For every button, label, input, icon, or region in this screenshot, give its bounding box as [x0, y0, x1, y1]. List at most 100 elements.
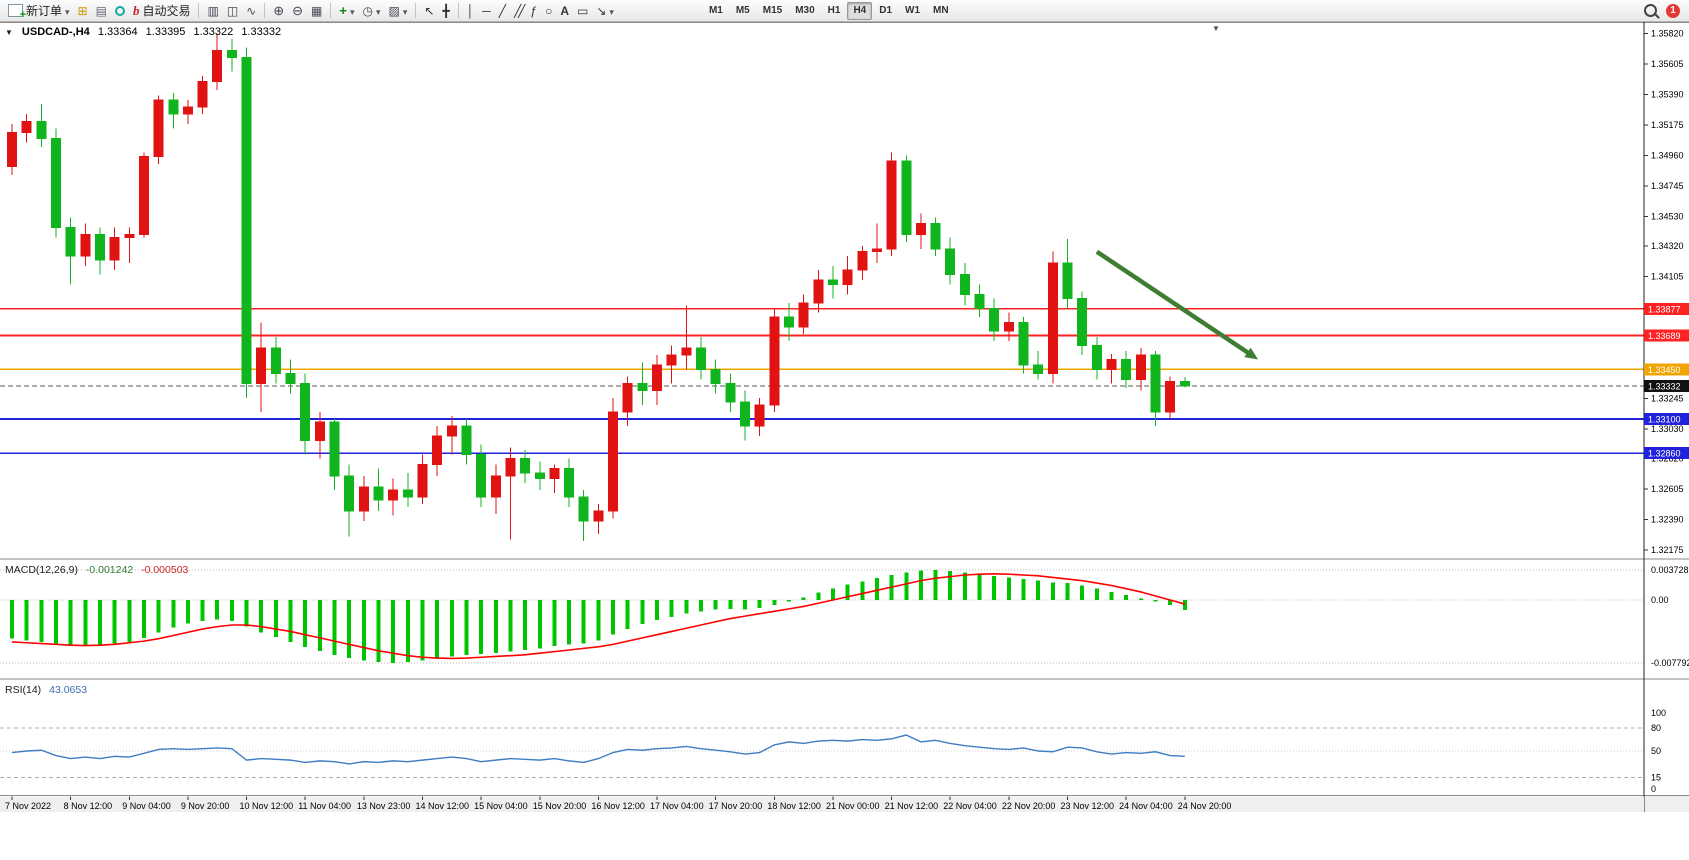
- toolbar-separator: [457, 3, 459, 18]
- time-axis-label: 21 Nov 12:00: [885, 801, 939, 811]
- tile-windows-button[interactable]: [307, 1, 326, 21]
- candle-body: [520, 458, 531, 474]
- candle-body: [989, 307, 1000, 332]
- autotrade-icon: [133, 4, 140, 17]
- candle-body: [798, 302, 809, 328]
- crosshair-tool-button[interactable]: [438, 1, 453, 21]
- rsi-line: [11, 734, 1185, 765]
- new-order-button[interactable]: 新订单: [4, 1, 74, 21]
- timeframe-button-W1[interactable]: W1: [905, 4, 921, 16]
- fibonacci-tool-button[interactable]: [526, 1, 541, 21]
- line-chart-mode-button[interactable]: [242, 1, 260, 21]
- candle-body: [138, 156, 149, 236]
- candle-body: [432, 435, 443, 465]
- price-tick-label: 1.34745: [1651, 181, 1684, 191]
- horizontal-line-icon: [482, 5, 491, 17]
- price-tick-label: 1.34960: [1651, 150, 1684, 160]
- candle-body: [461, 425, 472, 455]
- candle-body: [80, 234, 91, 257]
- candle-body: [1003, 322, 1014, 332]
- timeframe-button-MN[interactable]: MN: [933, 4, 949, 16]
- candlestick-chart-icon: [227, 5, 238, 17]
- time-axis-label: 9 Nov 04:00: [122, 801, 171, 811]
- candle-body: [402, 489, 413, 498]
- trend-arrow-annotation[interactable]: [1095, 249, 1253, 357]
- time-axis-label: 18 Nov 12:00: [767, 801, 821, 811]
- price-tick-label: 1.32390: [1651, 515, 1684, 525]
- resistance-line-1-badge: [1644, 302, 1689, 315]
- time-axis-label: 22 Nov 20:00: [1002, 801, 1056, 811]
- candle-body: [827, 279, 838, 285]
- candle-body: [226, 49, 237, 58]
- timeframe-button-D1[interactable]: D1: [879, 4, 893, 16]
- templates-button[interactable]: [385, 1, 412, 21]
- cursor-tool-button[interactable]: [420, 1, 438, 21]
- rsi-axis-label: 15: [1651, 773, 1661, 783]
- candle-body: [153, 99, 164, 158]
- candle-body: [959, 273, 970, 295]
- text-tool-button[interactable]: [556, 1, 573, 21]
- autotrade-label: 自动交易: [142, 4, 191, 18]
- cursor-icon: [424, 5, 434, 17]
- charts-window-button[interactable]: [74, 1, 92, 21]
- periods-button[interactable]: [359, 1, 385, 21]
- price-tick-label: 1.34320: [1651, 241, 1684, 251]
- timeframe-button-M15[interactable]: M15: [762, 4, 783, 16]
- candle-body: [373, 486, 384, 501]
- candle-body: [1150, 354, 1161, 413]
- timeframe-toolbar: M1 M5 M15 M30 H1 H4 D1 W1 MN: [703, 1, 955, 20]
- candle-chart-mode-button[interactable]: [223, 1, 242, 21]
- channel-tool-button[interactable]: [510, 1, 526, 21]
- horizontal-line-tool-button[interactable]: [478, 1, 495, 21]
- notification-badge[interactable]: 1: [1666, 3, 1680, 18]
- pivot-line-badge-label: 1.33450: [1648, 365, 1681, 375]
- info-button[interactable]: [111, 1, 129, 21]
- candle-body: [446, 425, 457, 437]
- zoom-out-button[interactable]: [288, 1, 307, 21]
- price-tick-label: 1.32175: [1651, 545, 1684, 555]
- indicators-button[interactable]: [335, 1, 358, 21]
- candle-body: [710, 368, 721, 385]
- timeframe-button-M30[interactable]: M30: [795, 4, 815, 16]
- timeframe-button-H1[interactable]: H1: [827, 4, 841, 16]
- candle-body: [564, 468, 575, 498]
- candle-body: [666, 354, 677, 366]
- arrows-tool-button[interactable]: [592, 1, 618, 21]
- candle-body: [725, 383, 736, 403]
- print-button[interactable]: [92, 1, 111, 21]
- candle-body: [886, 160, 897, 250]
- candle-body: [109, 237, 120, 261]
- bar-chart-icon: [207, 5, 218, 17]
- trendline-tool-button[interactable]: [495, 1, 510, 21]
- template-icon: [389, 5, 400, 17]
- timeframe-button-H4[interactable]: H4: [847, 1, 873, 20]
- time-axis-label: 23 Nov 12:00: [1061, 801, 1115, 811]
- candle-body: [637, 383, 648, 392]
- timeframe-button-M5[interactable]: M5: [735, 4, 750, 16]
- candle-body: [1047, 262, 1058, 375]
- resistance-line-2-badge: [1644, 329, 1689, 342]
- vertical-line-tool-button[interactable]: [463, 1, 479, 21]
- bar-chart-mode-button[interactable]: [203, 1, 222, 21]
- text-label-tool-button[interactable]: [573, 1, 592, 21]
- chevron-down-icon: [376, 5, 381, 17]
- ellipse-tool-button[interactable]: [541, 1, 556, 21]
- candle-body: [65, 227, 76, 257]
- rsi-axis-label: 100: [1651, 708, 1666, 718]
- candle-body: [417, 463, 428, 498]
- indicators-plus-icon: [339, 4, 347, 17]
- candle-body: [182, 106, 193, 115]
- price-tick-label: 1.35820: [1651, 28, 1684, 38]
- rsi-axis-label: 80: [1651, 723, 1661, 733]
- time-axis-strip[interactable]: [0, 796, 1644, 813]
- search-icon[interactable]: [1644, 4, 1657, 17]
- timeframe-button-M1[interactable]: M1: [708, 4, 723, 16]
- zoom-in-button[interactable]: [269, 1, 288, 21]
- candle-body: [21, 120, 32, 134]
- toolbar-separator: [330, 3, 332, 18]
- price-tick-label: 1.33245: [1651, 393, 1684, 403]
- chart-canvas[interactable]: 1.35820 1.35605 1.35390 1.35175 1.34960 1.347…: [0, 22, 1689, 860]
- autotrade-button[interactable]: 自动交易: [129, 1, 195, 21]
- candle-body: [1091, 344, 1102, 370]
- toolbar-separator: [415, 3, 417, 18]
